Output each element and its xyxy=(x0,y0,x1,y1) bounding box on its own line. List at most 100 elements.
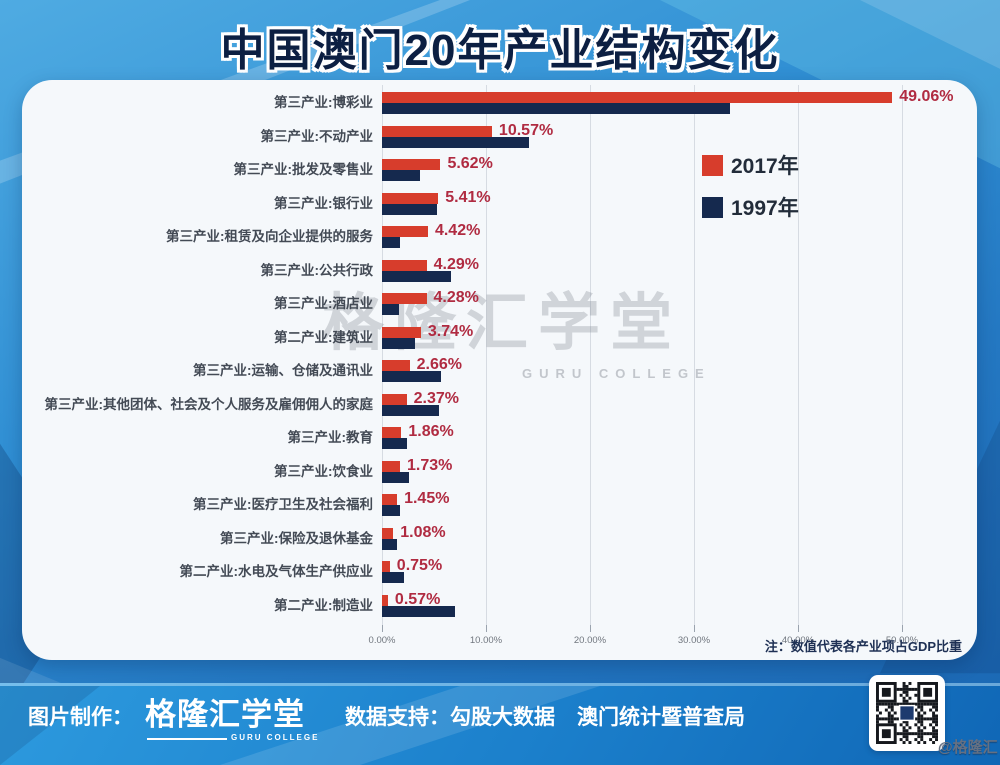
bar-2017 xyxy=(382,427,402,438)
bar-group: 5.62% xyxy=(382,155,977,183)
x-axis-label: 40.00% xyxy=(781,635,815,646)
gridline xyxy=(798,85,799,625)
bar-group: 2.66% xyxy=(382,356,977,384)
logo-subtext: GURU COLLEGE xyxy=(231,733,320,742)
account-handle: @格隆汇 xyxy=(938,739,998,756)
value-label: 4.29% xyxy=(433,255,479,273)
legend-item-2017: 2017年 xyxy=(702,150,799,180)
chart-row: 第二产业:建筑业 3.74% xyxy=(22,323,977,351)
bar-group: 49.06% xyxy=(382,88,977,116)
x-axis-label: 30.00% xyxy=(677,635,711,646)
bar-2017 xyxy=(382,460,400,472)
legend-item-1997: 1997年 xyxy=(702,192,799,222)
x-axis-label: 0.00% xyxy=(368,635,396,646)
value-label: 2.37% xyxy=(413,389,460,407)
bar-2017 xyxy=(382,192,439,204)
bar-2017 xyxy=(382,259,427,271)
bar-2017 xyxy=(382,226,428,237)
category-label: 第三产业:教育 xyxy=(287,430,374,445)
bar-1997 xyxy=(382,371,442,382)
axis-tick xyxy=(902,625,903,632)
chart-row: 第三产业:其他团体、社会及个人服务及雇佣佣人的家庭 2.37% xyxy=(22,390,977,418)
category-label: 第三产业:医疗卫生及社会福利 xyxy=(193,497,373,512)
value-label: 1.73% xyxy=(406,456,453,474)
bar-group: 3.74% xyxy=(382,323,977,351)
chart-row: 第三产业:批发及零售业 5.62% xyxy=(22,155,977,183)
bar-1997 xyxy=(382,572,404,583)
axis-tick xyxy=(694,625,695,632)
legend: 2017年 1997年 xyxy=(702,150,799,234)
legend-label: 2017年 xyxy=(731,155,799,178)
chart-row: 第二产业:水电及气体生产供应业 0.75% xyxy=(22,557,977,585)
category-label: 第三产业:银行业 xyxy=(274,195,373,211)
chart-row: 第三产业:保险及退休基金 1.08% xyxy=(22,524,977,552)
bar-1997 xyxy=(382,203,438,215)
gridline xyxy=(486,85,487,625)
gurucollege-logo: 格隆汇学堂 GURU COLLEGE xyxy=(145,689,317,742)
chart-panel: 0.00% 10.00% 20.00% 30.00% 40.00% 50.00%… xyxy=(22,80,977,660)
bar-group: 0.75% xyxy=(382,557,977,585)
value-label: 49.06% xyxy=(899,88,954,105)
category-label: 第二产业:水电及气体生产供应业 xyxy=(179,564,374,579)
gridline xyxy=(590,85,591,625)
chart-row: 第三产业:博彩业 49.06% xyxy=(22,88,977,116)
bar-2017 xyxy=(382,494,398,505)
gridline xyxy=(694,85,695,625)
value-label: 0.75% xyxy=(396,557,443,574)
bar-1997 xyxy=(382,270,451,282)
bar-1997 xyxy=(382,170,421,181)
bar-group: 1.08% xyxy=(382,524,977,552)
chart-row: 第二产业:制造业 0.57% xyxy=(22,591,977,619)
value-label: 4.28% xyxy=(433,289,479,306)
legend-label: 1997年 xyxy=(731,197,799,220)
value-label: 1.08% xyxy=(400,523,446,541)
bar-1997 xyxy=(382,404,440,416)
bar-1997 xyxy=(382,605,455,617)
value-label: 2.66% xyxy=(416,356,463,373)
value-label: 1.86% xyxy=(408,423,454,440)
axis-tick xyxy=(798,625,799,632)
category-label: 第二产业:制造业 xyxy=(274,597,373,613)
bar-2017 xyxy=(382,159,441,170)
bar-group: 4.28% xyxy=(382,289,977,317)
bar-1997 xyxy=(382,538,397,550)
bar-2017 xyxy=(382,393,407,405)
axis-tick xyxy=(382,625,383,632)
category-label: 第三产业:保险及退休基金 xyxy=(220,530,373,546)
chart-row: 第三产业:租赁及向企业提供的服务 4.42% xyxy=(22,222,977,250)
footer-bar: 图片制作： 格隆汇学堂 GURU COLLEGE 数据支持：勾股大数据 澳门统计暨… xyxy=(0,675,1000,765)
category-label: 第三产业:其他团体、社会及个人服务及雇佣佣人的家庭 xyxy=(44,396,374,412)
chart-row: 第三产业:公共行政 4.29% xyxy=(22,256,977,284)
made-by-label: 图片制作： xyxy=(28,706,133,729)
legend-swatch-1997 xyxy=(702,196,723,218)
bar-1997 xyxy=(382,337,416,349)
chart-row: 第三产业:不动产业 10.57% xyxy=(22,122,977,150)
bar-group: 0.57% xyxy=(382,591,977,619)
category-label: 第三产业:公共行政 xyxy=(260,262,374,278)
chart-row: 第三产业:银行业 5.41% xyxy=(22,189,977,217)
chart-row: 第三产业:运输、仓储及通讯业 2.66% xyxy=(22,356,977,384)
chart-row: 第三产业:酒店业 4.28% xyxy=(22,289,977,317)
bar-group: 5.41% xyxy=(382,189,977,217)
bar-group: 4.29% xyxy=(382,256,977,284)
chart-row: 第三产业:医疗卫生及社会福利 1.45% xyxy=(22,490,977,518)
data-support: 数据支持：勾股大数据 澳门统计暨普查局 xyxy=(345,701,745,731)
category-label: 第三产业:饮食业 xyxy=(274,463,373,479)
legend-swatch-2017 xyxy=(702,154,723,176)
qr-code xyxy=(869,675,945,751)
data-source-1: 勾股大数据 xyxy=(450,706,555,729)
bar-group: 2.37% xyxy=(382,390,977,418)
bar-2017 xyxy=(382,360,410,371)
bar-2017 xyxy=(382,594,388,606)
bar-group: 1.73% xyxy=(382,457,977,485)
value-label: 1.45% xyxy=(404,490,450,507)
category-label: 第三产业:批发及零售业 xyxy=(233,162,374,177)
category-label: 第二产业:建筑业 xyxy=(274,329,373,345)
category-label: 第三产业:运输、仓储及通讯业 xyxy=(193,363,373,378)
bar-1997 xyxy=(382,505,400,516)
bar-1997 xyxy=(382,237,400,248)
value-label: 5.41% xyxy=(445,188,491,206)
bar-1997 xyxy=(382,304,399,315)
gridline xyxy=(902,85,903,625)
